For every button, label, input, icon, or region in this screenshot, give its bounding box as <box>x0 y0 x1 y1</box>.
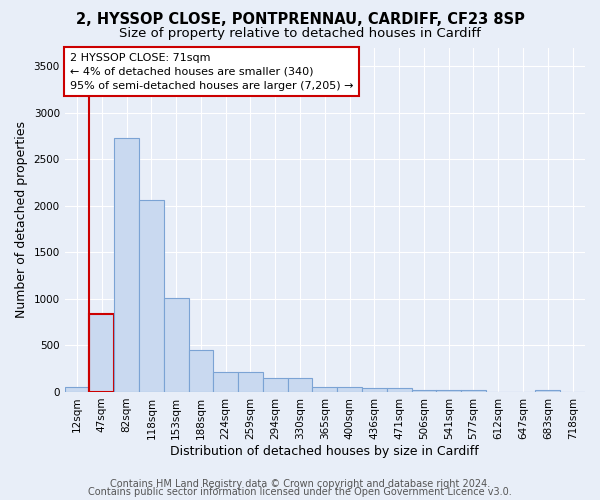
Bar <box>436 390 461 392</box>
Bar <box>362 388 387 392</box>
Text: Size of property relative to detached houses in Cardiff: Size of property relative to detached ho… <box>119 28 481 40</box>
Bar <box>214 372 238 392</box>
Bar <box>139 200 164 392</box>
Bar <box>313 387 337 392</box>
Bar <box>263 378 287 392</box>
Bar <box>65 387 89 392</box>
Bar <box>164 298 188 392</box>
Bar <box>461 390 486 392</box>
Bar <box>412 390 436 392</box>
Text: Contains public sector information licensed under the Open Government Licence v3: Contains public sector information licen… <box>88 487 512 497</box>
Bar <box>238 372 263 392</box>
Bar <box>287 378 313 392</box>
Text: 2, HYSSOP CLOSE, PONTPRENNAU, CARDIFF, CF23 8SP: 2, HYSSOP CLOSE, PONTPRENNAU, CARDIFF, C… <box>76 12 524 28</box>
Text: Contains HM Land Registry data © Crown copyright and database right 2024.: Contains HM Land Registry data © Crown c… <box>110 479 490 489</box>
Y-axis label: Number of detached properties: Number of detached properties <box>15 121 28 318</box>
Bar <box>535 390 560 392</box>
Text: 2 HYSSOP CLOSE: 71sqm
← 4% of detached houses are smaller (340)
95% of semi-deta: 2 HYSSOP CLOSE: 71sqm ← 4% of detached h… <box>70 52 353 90</box>
Bar <box>337 387 362 392</box>
Bar <box>387 388 412 392</box>
Bar <box>188 350 214 392</box>
Bar <box>89 314 114 392</box>
Bar <box>114 138 139 392</box>
X-axis label: Distribution of detached houses by size in Cardiff: Distribution of detached houses by size … <box>170 444 479 458</box>
